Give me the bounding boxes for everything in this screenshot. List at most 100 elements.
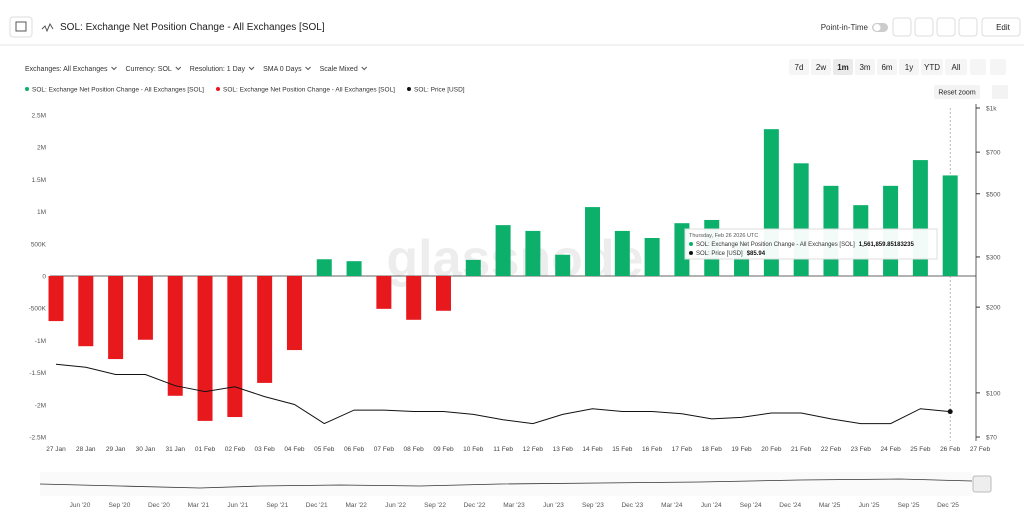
x-tick-label: 08 Feb <box>404 446 425 453</box>
calendar-tool[interactable] <box>990 59 1006 75</box>
sidebar-button[interactable] <box>9 16 33 38</box>
x-tick-label: 11 Feb <box>493 446 513 453</box>
zoom-tool[interactable] <box>970 59 986 75</box>
screenshot-button[interactable] <box>992 85 1008 99</box>
range-button[interactable] <box>789 59 809 75</box>
alert-button[interactable] <box>914 17 934 37</box>
bar <box>406 276 422 320</box>
plot-area: glassnode -2.5M -2M -1.5M -1M -500K 0 500K 1M 1.5… <box>29 104 1001 453</box>
legend-label[interactable]: SOL: Price [USD] <box>414 87 465 94</box>
range-button[interactable] <box>945 59 967 75</box>
navigator-label: Jun '23 <box>543 502 564 509</box>
bar <box>227 276 243 418</box>
x-tick-label: 18 Feb <box>702 446 723 453</box>
y2-tick-label: $700 <box>986 150 1001 157</box>
dropdown-caret <box>361 66 368 71</box>
x-tick-label: 21 Feb <box>791 446 812 453</box>
y2-tick-label: $500 <box>986 191 1001 198</box>
x-tick-label: 15 Feb <box>612 446 633 453</box>
range-button[interactable] <box>811 59 831 75</box>
legend-label[interactable]: SOL: Exchange Net Position Change - All … <box>32 87 204 94</box>
navigator-label: Mar '25 <box>819 502 841 509</box>
legend-label[interactable]: SOL: Exchange Net Position Change - All … <box>223 87 395 94</box>
navigator-label: Jun '21 <box>227 502 248 509</box>
filter-dropdown[interactable]: Currency: SOL <box>126 66 172 73</box>
x-tick-label: 14 Feb <box>582 446 603 453</box>
range-label: 6m <box>881 63 892 72</box>
bar <box>644 238 660 276</box>
bar <box>108 276 124 360</box>
navigator-label: Dec '23 <box>621 502 643 509</box>
x-tick-label: 24 Feb <box>880 446 901 453</box>
navigator-label: Jun '24 <box>701 502 722 509</box>
price-line <box>55 363 951 425</box>
navigator-label: Sep '25 <box>898 502 920 509</box>
navigator-label: Mar '24 <box>661 502 683 509</box>
y-tick-label: -500K <box>29 306 47 313</box>
bar <box>78 276 94 347</box>
navigator-label: Sep '22 <box>424 502 446 509</box>
tooltip-marker <box>689 242 693 246</box>
range-button[interactable] <box>877 59 897 75</box>
navigator-handle[interactable] <box>972 475 992 493</box>
bar <box>435 276 451 311</box>
watermark: glassnode <box>386 230 643 288</box>
legend: SOL: Exchange Net Position Change - All … <box>25 87 465 94</box>
range-label: YTD <box>924 63 940 72</box>
reset-zoom-button[interactable] <box>934 85 980 99</box>
legend-marker <box>25 87 29 91</box>
range-button[interactable] <box>833 59 853 75</box>
filter-dropdown[interactable]: Scale Mixed <box>320 66 358 73</box>
filter-bar: Exchanges: All Exchanges Currency: SOL Res… <box>25 66 368 73</box>
range-button[interactable] <box>855 59 875 75</box>
bar <box>257 276 273 383</box>
navigator-label: Dec '20 <box>148 502 170 509</box>
y2-tick-label: $70 <box>986 435 997 442</box>
legend-marker <box>216 87 220 91</box>
legend-marker <box>407 87 411 91</box>
dropdown-caret <box>305 66 311 71</box>
bar <box>48 276 64 322</box>
bar <box>197 276 213 421</box>
range-label: 1y <box>905 63 913 72</box>
bar <box>942 175 958 276</box>
bar <box>137 276 153 340</box>
navigator-label: Mar '22 <box>345 502 367 509</box>
y2-tick-label: $200 <box>986 305 1001 312</box>
bar <box>495 225 511 276</box>
navigator-label: Sep '21 <box>266 502 288 509</box>
x-tick-label: 06 Feb <box>344 446 365 453</box>
metric-icon <box>41 22 54 33</box>
navigator-label: Sep '23 <box>582 502 604 509</box>
filter-dropdown[interactable]: Resolution: 1 Day <box>190 66 246 73</box>
bar <box>465 259 481 276</box>
filter-dropdown[interactable]: SMA 0 Days <box>263 66 302 73</box>
range-button[interactable] <box>921 59 943 75</box>
edit-button[interactable] <box>981 17 1021 37</box>
x-tick-label: 07 Feb <box>374 446 395 453</box>
x-tick-label: 28 Jan <box>76 446 96 453</box>
y2-tick-label: $100 <box>986 390 1001 397</box>
dropdown-caret <box>175 66 182 71</box>
tooltip-box <box>684 228 938 260</box>
header-title: SOL: Exchange Net Position Change - All … <box>60 22 325 33</box>
y-tick-label: 1M <box>37 209 46 216</box>
bar <box>286 276 302 351</box>
price-marker <box>947 409 953 415</box>
y-tick-label: 500K <box>31 241 47 248</box>
x-tick-label: 09 Feb <box>433 446 454 453</box>
navigator-label: Dec '25 <box>937 502 959 509</box>
range-button[interactable] <box>899 59 919 75</box>
favorite-button[interactable] <box>892 17 912 37</box>
copy-button[interactable] <box>958 17 978 37</box>
bar <box>555 254 571 276</box>
share-button[interactable] <box>936 17 956 37</box>
x-tick-label: 31 Jan <box>165 446 185 453</box>
range-label: All <box>952 63 961 72</box>
x-tick-label: 27 Feb <box>970 446 991 453</box>
filter-dropdown[interactable]: Exchanges: All Exchanges <box>25 66 108 73</box>
y2-tick-label: $1k <box>986 106 997 113</box>
navigator-label: Mar '21 <box>188 502 210 509</box>
edit-label: Edit <box>996 23 1011 32</box>
